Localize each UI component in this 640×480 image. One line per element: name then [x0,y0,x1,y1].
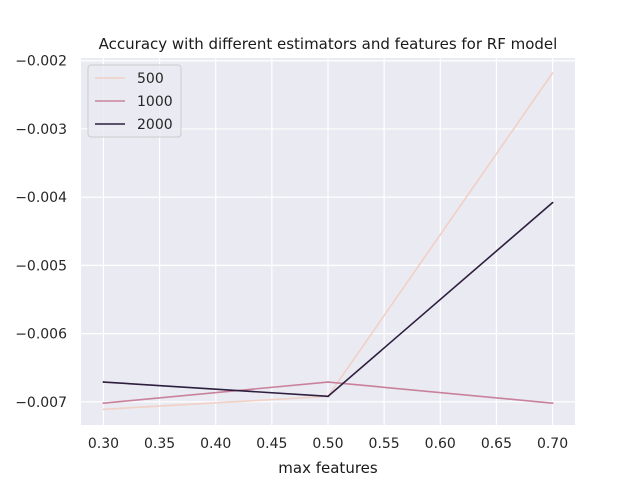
chart-title: Accuracy with different estimators and f… [99,35,558,53]
y-tick-label: −0.007 [15,395,67,411]
legend: 500 1000 2000 [87,64,182,138]
series-lines [102,72,554,411]
legend-label: 500 [137,71,164,87]
x-tick-label: 0.40 [200,436,231,452]
data-point [551,201,554,204]
x-axis-label: max features [278,459,378,477]
legend-label: 2000 [137,117,173,133]
grid [81,58,575,425]
data-point [327,395,329,398]
y-tick-label: −0.002 [15,54,67,70]
data-point [551,402,554,405]
x-tick-label: 0.70 [537,436,568,452]
legend-label: 1000 [137,94,173,110]
y-tick-label: −0.003 [15,122,67,138]
x-tick-label: 0.30 [88,436,119,452]
y-tick-label: −0.006 [15,327,67,343]
data-point [327,381,329,383]
x-tick-label: 0.50 [312,436,343,452]
x-tick-label: 0.55 [369,436,400,452]
y-tick-label: −0.004 [15,190,67,206]
legend-box [87,64,182,138]
data-point [102,381,105,383]
y-tick-labels: −0.002 −0.003 −0.004 −0.005 −0.006 −0.007 [15,54,67,411]
data-point [102,402,105,405]
y-tick-label: −0.005 [15,258,67,274]
data-point [551,72,554,74]
data-point [102,408,105,411]
x-tick-labels: 0.30 0.35 0.40 0.45 0.50 0.55 0.60 0.65 0.70 [88,436,568,452]
x-tick-label: 0.60 [425,436,456,452]
x-tick-label: 0.45 [256,436,287,452]
x-tick-label: 0.35 [144,436,175,452]
x-tick-label: 0.65 [481,436,512,452]
